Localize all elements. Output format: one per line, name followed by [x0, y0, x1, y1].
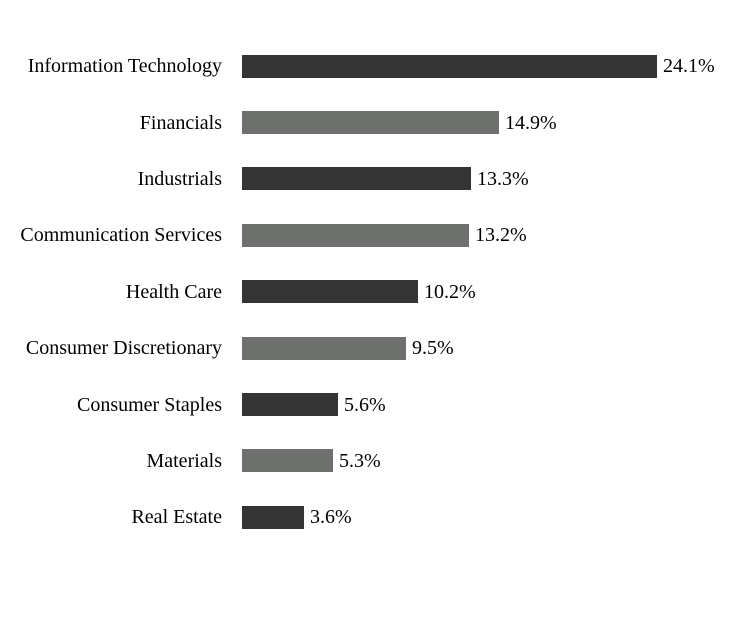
value-label: 24.1% — [663, 55, 715, 78]
bar-track: 10.2% — [222, 280, 752, 304]
bar-row: Health Care 10.2% — [0, 264, 752, 320]
value-label: 14.9% — [505, 111, 557, 134]
bar-row: Consumer Discretionary 9.5% — [0, 320, 752, 376]
bar-row: Consumer Staples 5.6% — [0, 376, 752, 432]
bar-track: 5.6% — [222, 393, 752, 417]
value-label: 5.3% — [339, 449, 381, 472]
bar-row: Materials 5.3% — [0, 433, 752, 489]
category-label: Industrials — [137, 167, 222, 190]
bar-track: 3.6% — [222, 505, 752, 529]
category-label: Real Estate — [131, 506, 222, 529]
bar-track: 14.9% — [222, 111, 752, 135]
bar-track: 13.2% — [222, 223, 752, 247]
category-label: Health Care — [125, 280, 222, 303]
category-label: Consumer Discretionary — [25, 337, 222, 360]
bar-row: Information Technology 24.1% — [0, 38, 752, 94]
value-label: 10.2% — [424, 280, 476, 303]
bar-track: 13.3% — [222, 167, 752, 191]
value-label: 5.6% — [344, 393, 386, 416]
bar — [242, 167, 471, 191]
bar — [242, 393, 338, 417]
bar — [242, 336, 406, 360]
bar-chart-area: Information Technology 24.1% Financials 14.… — [0, 38, 752, 546]
bar-row: Industrials 13.3% — [0, 151, 752, 207]
bar — [242, 223, 469, 247]
category-label: Consumer Staples — [77, 393, 222, 416]
bar — [242, 449, 333, 473]
bar-track: 9.5% — [222, 336, 752, 360]
category-label: Materials — [146, 449, 222, 472]
category-label: Financials — [139, 111, 222, 134]
value-label: 13.3% — [477, 167, 529, 190]
bar — [242, 505, 304, 529]
value-label: 3.6% — [310, 506, 352, 529]
bar-row: Communication Services 13.2% — [0, 207, 752, 263]
value-label: 9.5% — [412, 337, 454, 360]
bar — [242, 280, 418, 304]
category-label: Communication Services — [20, 224, 222, 247]
bar — [242, 111, 499, 135]
category-label: Information Technology — [27, 55, 222, 78]
bar — [242, 54, 657, 78]
bar-track: 24.1% — [222, 54, 752, 78]
value-label: 13.2% — [475, 224, 527, 247]
bar-row: Real Estate 3.6% — [0, 489, 752, 545]
bar-row: Financials 14.9% — [0, 94, 752, 150]
bar-track: 5.3% — [222, 449, 752, 473]
